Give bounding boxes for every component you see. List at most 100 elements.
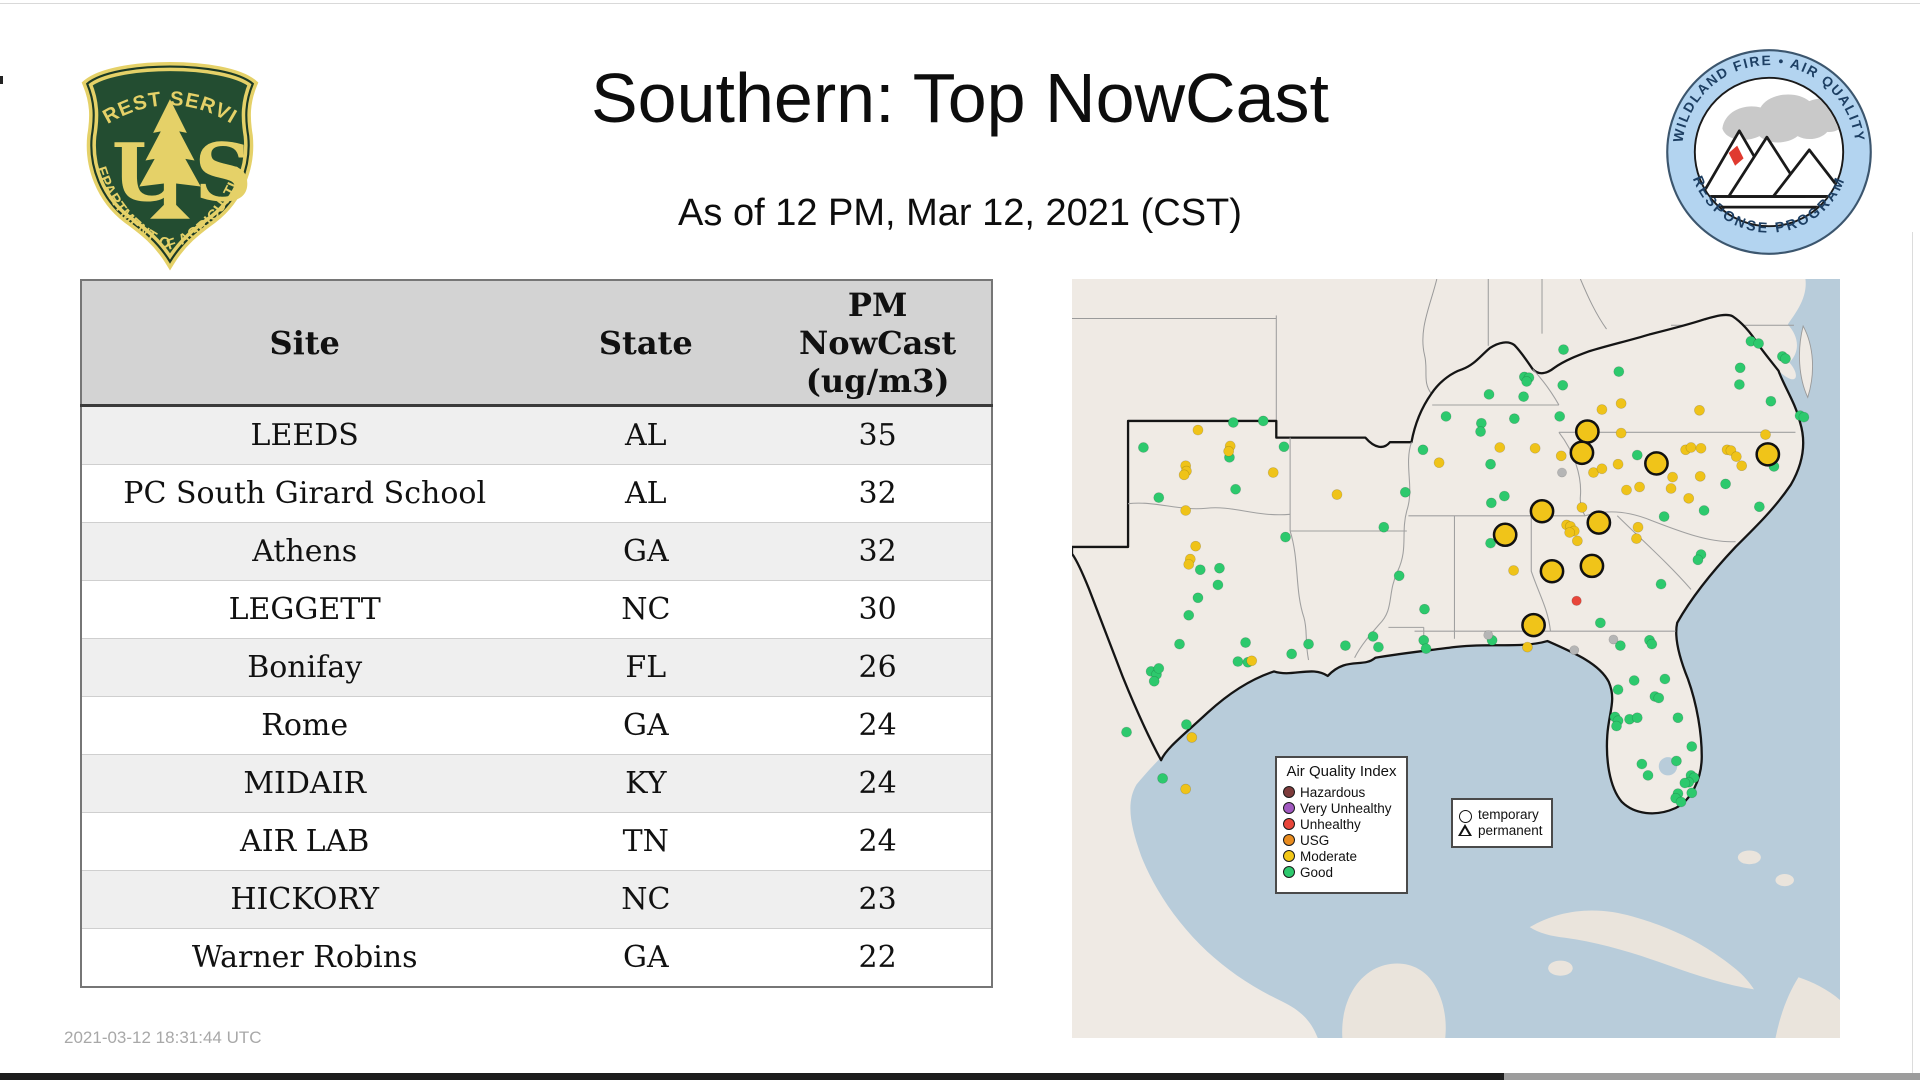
monitor-dot [1596,404,1608,415]
monitor-dot [1671,755,1682,767]
monitor-dot [1765,395,1777,407]
monitor-dot [1558,344,1569,355]
monitor-dot [1612,684,1624,695]
col-header-pm-nowcast: PM NowCast (ug/m3) [764,280,992,407]
monitor-dot [1223,445,1235,457]
top-site-marker [1644,451,1669,476]
monitor-dot [1499,490,1510,502]
generation-timestamp: 2021-03-12 18:31:44 UTC [64,1028,262,1047]
table-row: HICKORY NC 23 [81,870,992,929]
col-header-state: State [527,280,765,407]
monitor-dot [1569,645,1580,656]
site-cell: LEEDS [81,405,528,465]
aqi-legend-label: Very Unhealthy [1300,800,1392,816]
monitor-dot [1232,656,1244,667]
table-row: PC South Girard School AL 32 [81,464,992,523]
monitor-dot [1555,450,1567,462]
page-title: Southern: Top NowCast [590,59,1329,137]
monitor-dot [1753,501,1765,513]
top-site-marker [1569,440,1595,466]
monitor-dot [1240,637,1251,648]
table-row: LEGGETT NC 30 [81,580,992,639]
monitor-dot [1698,505,1710,516]
table-header-row: Site State PM NowCast (ug/m3) [81,280,992,407]
monitor-dot [1613,366,1625,377]
site-cell: Bonifay [81,638,528,697]
monitor-dot [1522,641,1533,653]
monitor-dot [1138,442,1149,453]
monitor-dot [1595,617,1606,629]
monitor-dot [1659,673,1671,685]
monitor-dot [1554,411,1566,422]
monitor-dot [1286,648,1298,660]
monitor-dot [1557,467,1567,478]
monitor-dot [1596,463,1608,475]
top-site-marker [1579,553,1605,579]
monitor-dot [1753,338,1764,349]
monitor-type-legend: temporary permanent [1451,798,1553,848]
monitor-dot [1564,527,1576,538]
aqi-legend-label: USG [1300,832,1330,848]
site-cell: Athens [81,522,528,581]
aqi-legend-label: Moderate [1300,848,1358,864]
pm-value-cell: 32 [764,522,992,581]
monitor-dot [1157,773,1169,784]
monitor-dot [1518,391,1529,402]
aqi-color-swatch-icon [1283,866,1295,878]
aqi-legend-item: Good [1283,864,1400,880]
monitor-dot [1246,655,1258,667]
top-site-marker [1521,612,1546,638]
monitor-dot [1730,451,1742,462]
monitor-dot [1280,531,1291,543]
monitor-dot [1692,554,1704,566]
state-cell: KY [527,754,765,813]
aqi-map: Air Quality Index Hazardous Very Unhealth… [1072,279,1840,1038]
monitor-dot [1378,521,1390,533]
top-site-marker [1492,522,1518,548]
table-row: LEEDS AL 35 [81,405,992,465]
monitor-dot [1153,663,1165,674]
monitor-dot [1636,758,1648,770]
monitor-dot [1174,638,1185,650]
monitor-dot [1278,441,1290,453]
state-cell: TN [527,812,765,871]
monitor-dot [1621,484,1632,496]
monitor-dot [1720,478,1731,490]
monitor-dot [1571,535,1583,547]
table-row: Warner Robins GA 22 [81,928,992,987]
monitor-dot [1694,471,1706,482]
top-hairline [0,3,1920,4]
permanent-monitor-icon [1458,824,1472,836]
aqi-color-swatch-icon [1283,818,1295,830]
smoke-cloud-icon [1722,94,1843,143]
monitor-dot [1679,777,1691,789]
monitor-dot [1667,471,1678,483]
site-cell: MIDAIR [81,754,528,813]
monitor-dot [1642,770,1654,781]
monitor-dot [1373,641,1384,653]
basemap-svg [1072,279,1840,1038]
monitor-dot [1153,492,1165,503]
aqi-legend-label: Unhealthy [1300,816,1361,832]
state-cell: NC [527,870,765,929]
pm-value-cell: 22 [764,928,992,987]
aqi-legend-item: Hazardous [1283,784,1400,800]
state-borders-outer [1072,279,1794,421]
forest-service-logo: FOREST SERVICE U S DEPARTMENT OF AGRICUL… [78,38,259,271]
monitor-dot [1798,411,1810,423]
site-cell: Rome [81,696,528,755]
table-row: Athens GA 32 [81,522,992,581]
state-cell: GA [527,928,765,987]
monitor-markers [1121,335,1810,808]
islands [1342,850,1840,1038]
fs-letter-s: S [195,125,253,219]
pm-value-cell: 30 [764,580,992,639]
state-cell: GA [527,696,765,755]
top-site-marker [1755,442,1781,467]
monitor-dot [1420,643,1432,654]
monitor-dot [1190,540,1202,552]
monitor-dot [1419,603,1430,615]
monitor-dot [1180,783,1192,795]
aqi-legend-item: Very Unhealthy [1283,800,1400,816]
monitor-dot [1212,579,1224,591]
